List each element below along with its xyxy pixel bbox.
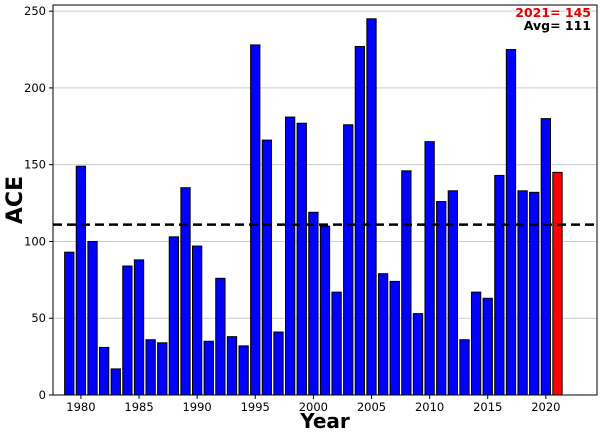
- bar-1995: [250, 44, 261, 396]
- bar-2010: [424, 141, 435, 396]
- bar-1985: [133, 259, 145, 396]
- bar-1994: [238, 345, 249, 396]
- bar-2003: [343, 124, 354, 396]
- x-tick-label: 2010: [415, 400, 444, 414]
- bar-1983: [110, 368, 121, 396]
- bar-1984: [122, 265, 133, 396]
- bar-highlight-2021: [552, 171, 563, 396]
- tick-layer: 0 50 100 150 200 250 1980 1985 1990 1995 2000 2005 2…: [24, 4, 560, 414]
- y-tick-label: 100: [24, 234, 46, 248]
- bar-1992: [215, 277, 226, 396]
- y-tick-label: 200: [24, 81, 46, 95]
- bar-1981: [87, 240, 98, 396]
- x-tick-label: 2000: [299, 400, 328, 414]
- bar-1989: [180, 187, 191, 396]
- bar-2015: [482, 297, 493, 396]
- bar-1986: [145, 339, 156, 396]
- bar-1979: [64, 251, 75, 396]
- bar-2007: [389, 280, 400, 396]
- bar-2001: [319, 225, 331, 396]
- x-tick-label: 2015: [473, 400, 502, 414]
- bar-2008: [401, 170, 412, 396]
- bar-2017: [505, 49, 517, 396]
- bar-2013: [459, 339, 470, 396]
- x-tick-label: 2020: [531, 400, 560, 414]
- bar-2018: [517, 190, 528, 396]
- x-tick-label: 1990: [182, 400, 211, 414]
- x-tick-label: 2005: [357, 400, 386, 414]
- average-annotation: Avg= 111: [524, 18, 591, 33]
- bar-2014: [470, 291, 482, 396]
- x-tick-label: 1985: [124, 400, 153, 414]
- bar-1988: [168, 236, 180, 396]
- bar-2006: [377, 273, 389, 396]
- bar-2012: [447, 190, 459, 396]
- bar-1991: [203, 340, 214, 396]
- bar-1987: [157, 342, 168, 396]
- y-axis-title: ACE: [3, 176, 28, 224]
- y-tick-label: 250: [24, 4, 46, 18]
- x-tick-label: 1980: [66, 400, 95, 414]
- bar-1997: [273, 331, 284, 396]
- y-tick-label: 150: [24, 158, 46, 172]
- bar-2009: [412, 313, 424, 396]
- bar-1996: [261, 139, 273, 396]
- bar-1998: [284, 116, 296, 396]
- bar-2005: [366, 18, 377, 396]
- bar-1980: [75, 165, 87, 396]
- bar-2004: [354, 45, 366, 396]
- x-axis-title: Year: [299, 409, 350, 433]
- bar-1993: [226, 336, 238, 396]
- y-tick-label: 50: [31, 311, 46, 325]
- bar-2000: [308, 211, 319, 396]
- x-tick-label: 1995: [241, 400, 270, 414]
- bar-2019: [529, 191, 540, 396]
- bar-layer: [64, 18, 563, 396]
- current-year-annotation: 2021= 145: [515, 5, 591, 20]
- bar-2011: [436, 201, 447, 396]
- bar-1990: [191, 245, 203, 396]
- bar-2016: [494, 174, 505, 396]
- y-tick-label: 0: [39, 388, 46, 402]
- plot-frame: [52, 4, 598, 396]
- bar-2020: [540, 118, 552, 396]
- bar-2002: [331, 291, 342, 396]
- bar-1999: [296, 122, 307, 396]
- bar-1982: [98, 346, 110, 396]
